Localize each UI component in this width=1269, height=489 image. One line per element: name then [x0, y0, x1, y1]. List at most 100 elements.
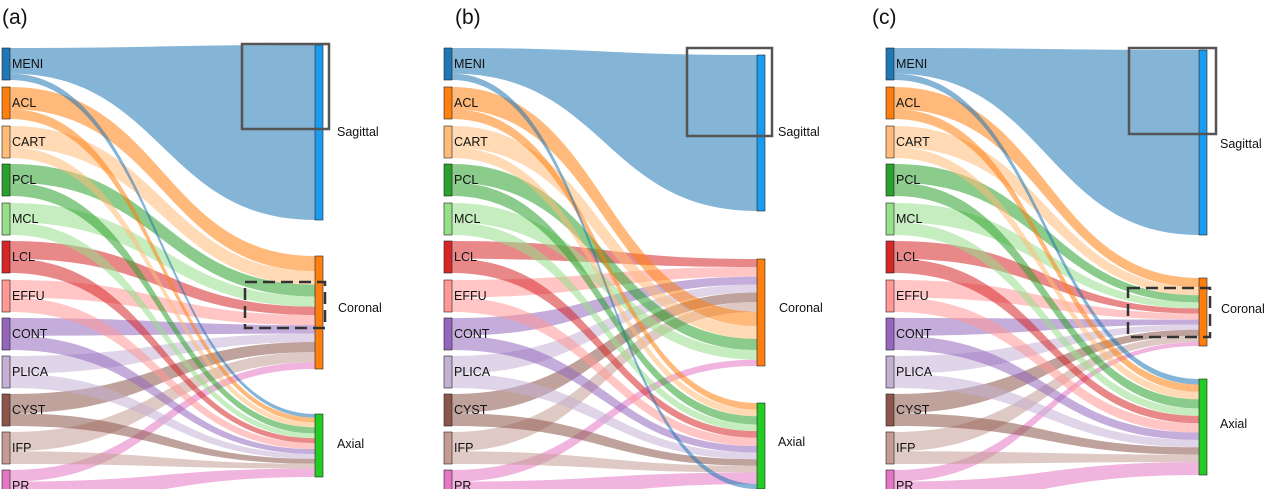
acl-to-axial-link: [452, 109, 757, 410]
source-node-cyst: [1, 393, 11, 427]
acl-to-coronal-link: [452, 87, 757, 327]
source-node-lcl: [1, 240, 11, 274]
source-label-cont: CONT: [454, 327, 490, 341]
source-node-pcl: [885, 163, 895, 197]
pcl-to-coronal-link: [10, 164, 315, 297]
cyst-to-axial-link: [452, 413, 757, 466]
acl-to-coronal-link: [10, 87, 315, 272]
target-node-sagittal: [756, 54, 766, 212]
ifp-to-axial-link: [894, 451, 1199, 464]
source-label-pr: PR: [896, 479, 913, 489]
meni-to-axial-link: [894, 73, 1199, 385]
lcl-to-coronal-link: [10, 241, 315, 316]
source-node-cyst: [443, 393, 453, 427]
source-label-cart: CART: [896, 135, 930, 149]
pcl-to-axial-link: [10, 182, 315, 434]
meni-to-sagittal-link: [894, 48, 1199, 235]
source-node-effu: [443, 279, 453, 313]
panel-letter-b: (b): [455, 6, 481, 29]
cart-to-coronal-link: [10, 126, 315, 285]
source-node-plica: [885, 355, 895, 389]
pcl-to-axial-link: [452, 182, 757, 425]
mcl-to-axial-link: [10, 222, 315, 439]
source-node-mcl: [443, 202, 453, 236]
source-node-pr: [885, 469, 895, 489]
source-label-cart: CART: [454, 135, 488, 149]
target-node-axial: [1198, 378, 1208, 476]
lcl-to-axial-link: [10, 258, 315, 444]
source-node-pr: [1, 469, 11, 489]
ifp-to-axial-link: [10, 451, 315, 469]
target-label-coronal: Coronal: [779, 301, 823, 315]
source-node-ifp: [443, 431, 453, 465]
source-node-cyst: [885, 393, 895, 427]
source-label-meni: MENI: [12, 57, 43, 71]
source-label-plica: PLICA: [454, 365, 491, 379]
cart-to-axial-link: [894, 147, 1199, 400]
acl-to-axial-link: [10, 109, 315, 423]
source-label-plica: PLICA: [896, 365, 933, 379]
effu-to-coronal-link: [10, 280, 315, 326]
target-node-axial: [314, 413, 324, 478]
source-label-pcl: PCL: [896, 173, 920, 187]
source-label-pr: PR: [12, 479, 29, 489]
source-node-cart: [1, 125, 11, 159]
source-node-cont: [443, 317, 453, 351]
source-node-cart: [443, 125, 453, 159]
highlight-box-sagittal: [1127, 46, 1218, 136]
pr-to-axial-link: [452, 472, 757, 489]
source-label-cont: CONT: [12, 327, 48, 341]
panel-b: (b) MENI ACL CART PCL MCL LCL EFFU CONT PLICA CYS…: [443, 6, 823, 489]
pcl-to-coronal-link: [894, 164, 1199, 303]
panel-b-target-nodes: [756, 54, 766, 489]
cart-to-coronal-link: [452, 126, 757, 339]
pcl-to-axial-link: [894, 182, 1199, 409]
source-label-acl: ACL: [896, 96, 920, 110]
target-node-coronal: [756, 258, 766, 367]
target-label-sagittal: Sagittal: [337, 125, 379, 139]
meni-to-axial-link: [10, 73, 315, 418]
source-label-ifp: IFP: [454, 441, 473, 455]
effu-to-axial-link: [452, 297, 757, 446]
source-label-lcl: LCL: [896, 250, 919, 264]
target-label-axial: Axial: [778, 435, 805, 449]
target-node-sagittal: [314, 44, 324, 221]
meni-to-axial-link: [452, 73, 757, 489]
source-node-lcl: [443, 240, 453, 274]
source-label-lcl: LCL: [454, 250, 477, 264]
highlight-box-coronal: [1126, 286, 1212, 339]
source-node-meni: [1, 47, 11, 81]
pr-to-axial-link: [894, 462, 1199, 489]
target-label-sagittal: Sagittal: [1220, 137, 1262, 151]
source-node-ifp: [885, 431, 895, 465]
source-label-mcl: MCL: [12, 212, 38, 226]
cyst-to-axial-link: [10, 413, 315, 464]
source-node-meni: [885, 47, 895, 81]
source-label-pcl: PCL: [12, 173, 36, 187]
panel-a-target-nodes: [314, 44, 324, 478]
acl-to-axial-link: [894, 109, 1199, 392]
source-node-mcl: [1, 202, 11, 236]
meni-to-sagittal-link: [10, 45, 315, 220]
mcl-to-coronal-link: [10, 203, 315, 307]
plica-to-axial-link: [10, 373, 315, 459]
mcl-to-coronal-link: [894, 203, 1199, 309]
source-label-effu: EFFU: [896, 289, 929, 303]
source-node-pcl: [1, 163, 11, 197]
source-label-pcl: PCL: [454, 173, 478, 187]
source-node-pcl: [443, 163, 453, 197]
source-label-ifp: IFP: [12, 441, 31, 455]
source-node-cont: [885, 317, 895, 351]
target-label-coronal: Coronal: [1221, 302, 1265, 316]
panel-a-source-nodes: MENI ACL CART PCL MCL LCL EFFU CONT PLICA CYST IFP…: [1, 47, 49, 489]
panel-c-source-nodes: MENI ACL CART PCL MCL LCL EFFU CONT PLICA CYST IFP…: [885, 47, 933, 489]
effu-to-axial-link: [894, 297, 1199, 433]
source-label-cyst: CYST: [12, 403, 46, 417]
plica-to-coronal-link: [894, 324, 1199, 374]
lcl-to-axial-link: [452, 258, 757, 438]
source-node-mcl: [885, 202, 895, 236]
source-label-meni: MENI: [896, 57, 927, 71]
pr-to-axial-link: [10, 468, 315, 489]
source-label-meni: MENI: [454, 57, 485, 71]
